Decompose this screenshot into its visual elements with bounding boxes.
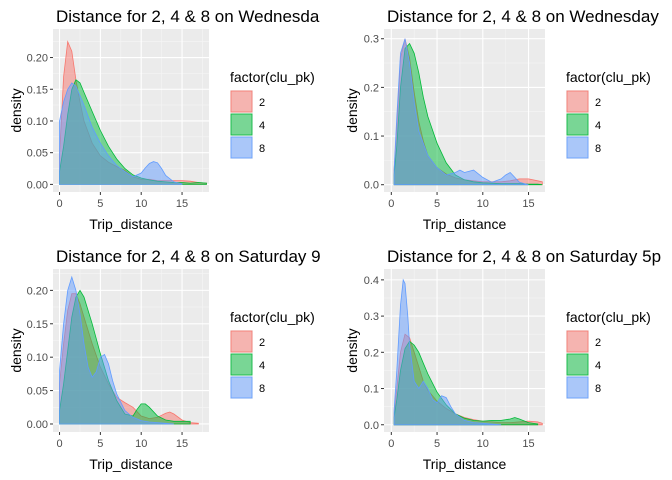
legend-key-8 xyxy=(230,136,253,159)
y-tick-label: 0.2 xyxy=(364,82,379,94)
legend-label: 4 xyxy=(595,360,601,372)
x-tick-label: 5 xyxy=(97,198,103,210)
legend-key-2 xyxy=(566,330,589,353)
x-tick-label: 10 xyxy=(135,438,147,450)
legend-key-2 xyxy=(230,330,253,353)
x-tick-label: 0 xyxy=(388,438,394,450)
y-axis-label: density xyxy=(344,88,360,132)
y-tick-label: 0.2 xyxy=(364,347,379,359)
legend-key-8 xyxy=(230,376,253,399)
x-tick-label: 0 xyxy=(56,438,62,450)
x-tick-label: 10 xyxy=(477,438,489,450)
y-tick-label: 0.4 xyxy=(364,275,379,287)
y-tick-label: 0.00 xyxy=(27,179,48,191)
x-axis-label: Trip_distance xyxy=(89,216,173,232)
y-tick-label: 0.15 xyxy=(27,319,48,331)
y-tick-label: 0.20 xyxy=(27,53,48,65)
y-tick-label: 0.05 xyxy=(27,386,48,398)
legend: factor(clu_pk) 2 4 8 xyxy=(230,69,315,159)
y-tick-label: 0.20 xyxy=(27,285,48,297)
legend-label: 8 xyxy=(595,143,601,155)
legend: factor(clu_pk) 2 4 8 xyxy=(566,69,651,159)
y-tick-label: 0.3 xyxy=(364,34,379,46)
panel-1: Distance for 2, 4 & 8 on Wednesda 0.00 0.0… xyxy=(8,7,320,232)
legend: factor(clu_pk) 2 4 8 xyxy=(230,309,315,399)
y-tick-label: 0.0 xyxy=(364,420,379,432)
legend-key-2 xyxy=(566,90,589,113)
x-tick-label: 15 xyxy=(522,438,534,450)
y-axis-label: density xyxy=(8,328,24,372)
legend-label: 2 xyxy=(259,337,265,349)
panel-2: Distance for 2, 4 & 8 on Wednesday 0.0 0.1… xyxy=(344,7,659,232)
x-tick-label: 10 xyxy=(135,198,147,210)
y-tick-label: 0.1 xyxy=(364,384,379,396)
y-axis-label: density xyxy=(344,328,360,372)
legend-label: 2 xyxy=(595,97,601,109)
x-axis-label: Trip_distance xyxy=(89,456,173,472)
legend-key-4 xyxy=(230,113,253,136)
density-area-8 xyxy=(393,38,529,186)
panel-4: Distance for 2, 4 & 8 on Saturday 5p 0.0 0… xyxy=(344,247,661,472)
legend-title: factor(clu_pk) xyxy=(566,309,651,325)
y-axis-label: density xyxy=(8,88,24,132)
legend-label: 8 xyxy=(259,383,265,395)
legend-key-4 xyxy=(566,113,589,136)
legend-title: factor(clu_pk) xyxy=(230,69,315,85)
panel-3: Distance for 2, 4 & 8 on Saturday 9 0.00 0… xyxy=(8,247,321,472)
legend: factor(clu_pk) 2 4 8 xyxy=(566,309,651,399)
legend-label: 2 xyxy=(595,337,601,349)
y-tick-label: 0.10 xyxy=(27,352,48,364)
x-tick-label: 15 xyxy=(176,438,188,450)
panel-title: Distance for 2, 4 & 8 on Wednesda xyxy=(56,7,320,26)
legend-label: 4 xyxy=(595,120,601,132)
x-tick-label: 10 xyxy=(477,198,489,210)
y-tick-label: 0.15 xyxy=(27,84,48,96)
legend-key-2 xyxy=(230,90,253,113)
y-tick-label: 0.05 xyxy=(27,148,48,160)
legend-key-4 xyxy=(566,353,589,376)
y-tick-label: 0.1 xyxy=(364,131,379,143)
legend-label: 4 xyxy=(259,120,265,132)
y-tick-label: 0.00 xyxy=(27,419,48,431)
x-tick-label: 0 xyxy=(56,198,62,210)
panel-title: Distance for 2, 4 & 8 on Saturday 5p xyxy=(387,247,661,266)
legend-label: 8 xyxy=(595,383,601,395)
legend-title: factor(clu_pk) xyxy=(566,69,651,85)
x-tick-label: 5 xyxy=(434,198,440,210)
legend-key-8 xyxy=(566,376,589,399)
y-tick-label: 0.10 xyxy=(27,116,48,128)
density-area-8 xyxy=(59,275,174,425)
density-area-8 xyxy=(59,82,183,185)
x-tick-label: 0 xyxy=(388,198,394,210)
legend-key-4 xyxy=(230,353,253,376)
x-tick-label: 15 xyxy=(522,198,534,210)
legend-label: 8 xyxy=(259,143,265,155)
density-area-8 xyxy=(393,278,502,426)
legend-label: 2 xyxy=(259,97,265,109)
x-axis-label: Trip_distance xyxy=(423,216,507,232)
legend-label: 4 xyxy=(259,360,265,372)
x-axis-label: Trip_distance xyxy=(423,456,507,472)
panel-title: Distance for 2, 4 & 8 on Saturday 9 xyxy=(56,247,321,266)
x-tick-label: 5 xyxy=(97,438,103,450)
x-tick-label: 15 xyxy=(176,198,188,210)
x-tick-label: 5 xyxy=(434,438,440,450)
panel-title: Distance for 2, 4 & 8 on Wednesday xyxy=(387,7,659,26)
y-tick-label: 0.3 xyxy=(364,311,379,323)
legend-title: factor(clu_pk) xyxy=(230,309,315,325)
y-tick-label: 0.0 xyxy=(364,180,379,192)
legend-key-8 xyxy=(566,136,589,159)
